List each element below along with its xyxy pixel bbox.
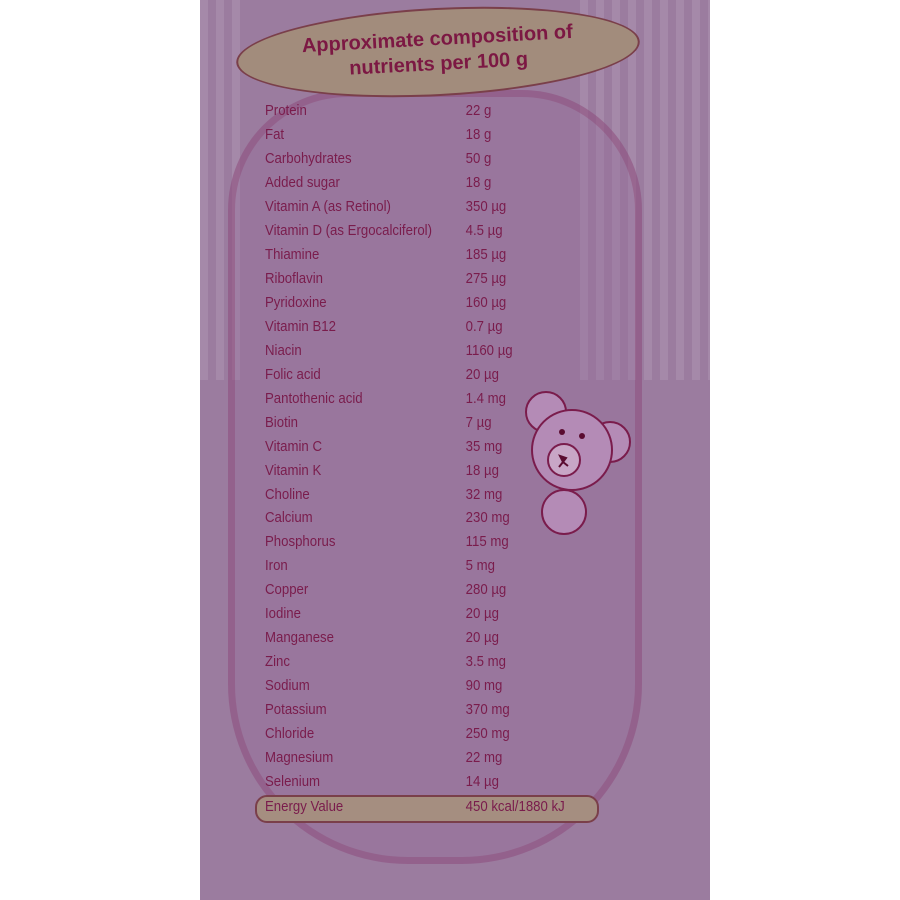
nutrient-name: Potassium xyxy=(265,701,327,719)
nutrient-row: Thiamine 185 µg xyxy=(265,246,617,270)
nutrient-value: 0.7 µg xyxy=(465,317,503,335)
nutrient-name: Riboflavin xyxy=(265,269,323,287)
nutrient-value: 20 µg xyxy=(465,605,499,623)
teddy-bear-icon xyxy=(525,391,631,535)
nutrient-value: 32 mg xyxy=(465,485,503,503)
nutrient-value: 250 mg xyxy=(465,725,510,743)
nutrient-row: Zinc 3.5 mg xyxy=(265,653,617,677)
nutrient-row: Folic acid 20 µg xyxy=(265,366,617,390)
nutrient-value: 185 µg xyxy=(465,245,507,263)
nutrient-name: Sodium xyxy=(265,677,310,695)
nutrient-name: Pyridoxine xyxy=(265,293,327,311)
nutrient-name: Vitamin A (as Retinol) xyxy=(265,197,391,215)
nutrient-row: Potassium 370 mg xyxy=(265,701,617,725)
nutrient-name: Biotin xyxy=(265,413,299,431)
nutrient-name: Iodine xyxy=(265,605,301,623)
nutrient-value: 90 mg xyxy=(465,677,503,695)
nutrient-name: Added sugar xyxy=(265,173,340,191)
nutrient-row: Protein 22 g xyxy=(265,102,617,126)
nutrient-row: Vitamin D (as Ergocalciferol) 4.5 µg xyxy=(265,222,617,246)
nutrient-row: Magnesium 22 mg xyxy=(265,749,617,773)
nutrient-value: 4.5 µg xyxy=(465,221,503,239)
nutrient-row: Biotin 7 µg xyxy=(265,414,617,438)
nutrient-value: 350 µg xyxy=(465,197,507,215)
nutrient-name: Protein xyxy=(265,102,307,119)
nutrient-row: Vitamin C 35 mg xyxy=(265,438,617,462)
nutrient-value: 370 mg xyxy=(465,701,510,719)
nutrient-name: Vitamin K xyxy=(265,461,322,479)
nutrient-row: Vitamin K 18 µg xyxy=(265,462,617,486)
nutrient-name: Vitamin D (as Ergocalciferol) xyxy=(265,221,433,239)
nutrient-row: Iodine 20 µg xyxy=(265,605,617,629)
nutrient-name: Pantothenic acid xyxy=(265,389,363,407)
nutrient-value: 20 µg xyxy=(465,629,499,647)
nutrient-name: Zinc xyxy=(265,653,290,671)
nutrient-value: 160 µg xyxy=(465,293,507,311)
nutrient-value: 280 µg xyxy=(465,581,507,599)
nutrient-name: Fat xyxy=(265,125,285,143)
nutrient-value: 20 µg xyxy=(465,365,499,383)
nutrient-value: 1160 µg xyxy=(465,341,513,359)
nutrient-row: Pantothenic acid 1.4 mg xyxy=(265,390,617,414)
nutrient-value: 1.4 mg xyxy=(465,389,506,407)
nutrient-value: 115 mg xyxy=(465,533,509,551)
nutrient-value: 18 g xyxy=(465,173,492,191)
nutrient-value: 35 mg xyxy=(465,437,503,455)
nutrient-row: Copper 280 µg xyxy=(265,581,617,605)
nutrient-name: Thiamine xyxy=(265,245,320,263)
nutrient-row: Calcium 230 mg xyxy=(265,509,617,533)
nutrient-name: Vitamin C xyxy=(265,437,322,455)
nutrient-row: Selenium 14 µg xyxy=(265,773,617,797)
nutrient-row: Sodium 90 mg xyxy=(265,677,617,701)
energy-row: Energy Value 450 kcal/1880 kJ xyxy=(265,798,617,822)
nutrient-row: Carbohydrates 50 g xyxy=(265,150,617,174)
nutrient-row: Pyridoxine 160 µg xyxy=(265,294,617,318)
nutrient-name: Phosphorus xyxy=(265,533,336,551)
nutrient-row: Vitamin A (as Retinol) 350 µg xyxy=(265,198,617,222)
nutrient-row: Phosphorus 115 mg xyxy=(265,533,617,557)
nutrient-name: Vitamin B12 xyxy=(265,317,336,335)
nutrient-name: Magnesium xyxy=(265,749,334,767)
nutrient-value: 3.5 mg xyxy=(465,653,506,671)
nutrient-row: Riboflavin 275 µg xyxy=(265,270,617,294)
nutrient-name: Iron xyxy=(265,557,288,575)
energy-value: 450 kcal/1880 kJ xyxy=(465,798,565,815)
nutrient-row: Fat 18 g xyxy=(265,126,617,150)
nutrient-value: 50 g xyxy=(465,149,492,167)
nutrient-row: Chloride 250 mg xyxy=(265,725,617,749)
nutrient-value: 7 µg xyxy=(465,413,492,431)
nutrient-name: Manganese xyxy=(265,629,334,647)
nutrient-name: Folic acid xyxy=(265,365,321,383)
energy-value-highlight xyxy=(255,795,599,823)
nutrient-name: Calcium xyxy=(265,509,313,527)
nutrient-name: Selenium xyxy=(265,773,321,791)
nutrient-value: 18 µg xyxy=(465,461,499,479)
nutrient-value: 230 mg xyxy=(465,509,510,527)
nutrient-row: Vitamin B12 0.7 µg xyxy=(265,318,617,342)
nutrient-row: Niacin 1160 µg xyxy=(265,342,617,366)
energy-label: Energy Value xyxy=(265,798,344,815)
nutrient-value: 14 µg xyxy=(465,773,499,791)
nutrient-name: Copper xyxy=(265,581,309,599)
nutrient-row: Added sugar 18 g xyxy=(265,174,617,198)
nutrient-value: 275 µg xyxy=(465,269,507,287)
nutrient-row: Manganese 20 µg xyxy=(265,629,617,653)
nutrient-value: 22 mg xyxy=(465,749,503,767)
nutrient-name: Chloride xyxy=(265,725,315,743)
nutrient-value: 18 g xyxy=(465,125,492,143)
nutrient-value: 5 mg xyxy=(465,557,495,575)
nutrient-row: Choline 32 mg xyxy=(265,486,617,510)
nutrient-value: 22 g xyxy=(465,102,492,119)
nutrient-name: Niacin xyxy=(265,341,302,359)
nutrient-name: Choline xyxy=(265,485,310,503)
nutrition-label: Approximate composition of nutrients per… xyxy=(200,0,710,900)
nutrient-name: Carbohydrates xyxy=(265,149,352,167)
nutrient-row: Iron 5 mg xyxy=(265,557,617,581)
